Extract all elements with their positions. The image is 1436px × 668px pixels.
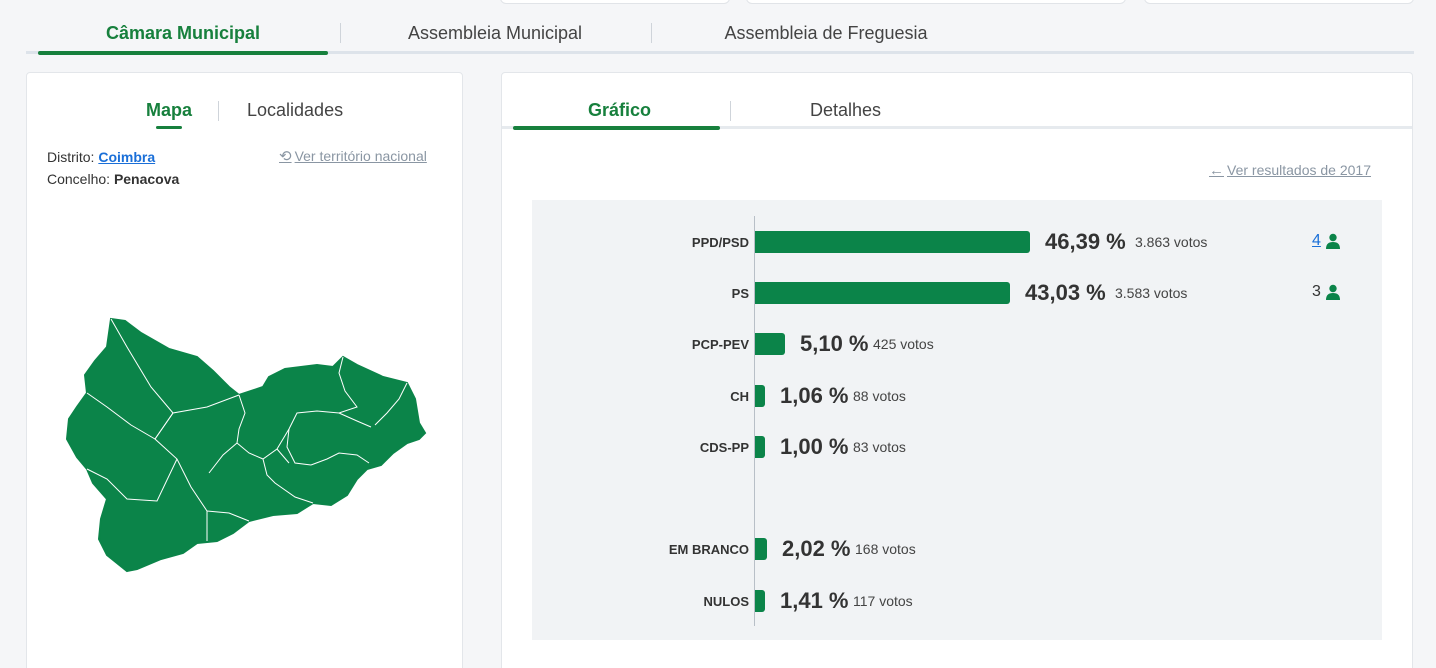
- tab-label: Gráfico: [588, 100, 652, 120]
- tab-label: Assembleia Municipal: [407, 22, 583, 43]
- mapa-underline: [156, 126, 182, 129]
- tab-label: Detalhes: [810, 100, 882, 120]
- tab-grafico[interactable]: Gráfico: [588, 100, 651, 121]
- tab-assembleia-freguesia[interactable]: Assembleia de Freguesia: [666, 14, 986, 52]
- tab-label: Assembleia de Freguesia: [724, 22, 928, 43]
- percent-label: 5,10 %: [800, 331, 869, 356]
- result-bar: [755, 385, 765, 407]
- concelho-label: Concelho:: [47, 171, 111, 187]
- undo-icon: ⟲: [279, 147, 292, 165]
- party-label: EM BRANCO: [668, 542, 749, 557]
- tab-label: Câmara Municipal: [105, 22, 261, 43]
- party-label: PS: [731, 286, 749, 301]
- party-label: NULOS: [703, 594, 750, 609]
- result-bar: [755, 282, 1010, 304]
- tab-divider: [218, 101, 219, 121]
- municipality-map[interactable]: [27, 303, 464, 603]
- chart-axis: [754, 216, 755, 626]
- tab-label: Mapa: [146, 100, 193, 120]
- result-bar: [755, 333, 785, 355]
- results-tabs-baseline: [502, 126, 1412, 129]
- national-link-label: Ver território nacional: [294, 148, 427, 164]
- tab-localidades[interactable]: Localidades: [247, 100, 343, 121]
- tab-camara-municipal[interactable]: Câmara Municipal: [38, 14, 328, 55]
- mandates-count[interactable]: 4: [1312, 232, 1341, 250]
- concelho-value: Penacova: [113, 171, 180, 187]
- previous-results-link[interactable]: ← Ver resultados de 2017: [1209, 162, 1371, 178]
- distrito-line: Distrito: Coimbra: [47, 149, 155, 165]
- mandates-count: 3: [1312, 283, 1341, 301]
- votes-label: 3.863 votos: [1135, 234, 1208, 250]
- party-label: CH: [730, 389, 749, 404]
- tab-detalhes[interactable]: Detalhes: [810, 100, 881, 121]
- map-region-shape: [65, 317, 427, 573]
- percent-label: 1,06 %: [780, 383, 849, 408]
- percent-label: 43,03 %: [1025, 280, 1106, 305]
- result-bar: [755, 538, 767, 560]
- top-dropdown-1[interactable]: [500, 0, 730, 4]
- distrito-link[interactable]: Coimbra: [98, 149, 156, 165]
- map-borders: [86, 318, 408, 541]
- previous-results-label: Ver resultados de 2017: [1227, 162, 1371, 178]
- person-icon: [1325, 284, 1340, 300]
- party-label: PCP-PEV: [691, 337, 749, 352]
- tab-label: Localidades: [247, 100, 344, 120]
- tab-divider: [730, 101, 731, 121]
- tab-divider: [340, 23, 341, 43]
- election-tabs: Câmara Municipal Assembleia Municipal As…: [26, 14, 1414, 55]
- top-dropdown-2[interactable]: [746, 0, 1126, 4]
- percent-label: 1,41 %: [780, 588, 849, 613]
- percent-label: 46,39 %: [1045, 229, 1126, 254]
- mandates-number[interactable]: 4: [1312, 232, 1321, 249]
- results-chart: [532, 200, 1382, 640]
- distrito-label: Distrito:: [47, 149, 95, 165]
- concelho-line: Concelho: Penacova: [47, 171, 179, 187]
- result-bar: [755, 590, 765, 612]
- map-card: Mapa Localidades Distrito: Coimbra Conce…: [26, 72, 463, 668]
- person-icon: [1325, 233, 1340, 249]
- votes-label: 83 votos: [853, 439, 906, 455]
- party-label: CDS-PP: [699, 440, 749, 455]
- result-bar: [755, 231, 1030, 253]
- result-bar: [755, 436, 765, 458]
- arrow-left-icon: ←: [1209, 161, 1224, 179]
- votes-label: 3.583 votos: [1115, 285, 1188, 301]
- tab-assembleia-municipal[interactable]: Assembleia Municipal: [356, 14, 634, 52]
- national-territory-link[interactable]: ⟲ Ver território nacional: [279, 148, 427, 164]
- votes-label: 88 votos: [853, 388, 906, 404]
- grafico-underline: [513, 126, 720, 130]
- tab-mapa[interactable]: Mapa: [146, 100, 192, 121]
- percent-label: 2,02 %: [782, 536, 851, 561]
- tab-divider: [651, 23, 652, 43]
- votes-label: 117 votos: [853, 593, 913, 609]
- party-label: PPD/PSD: [691, 235, 749, 250]
- top-dropdown-3[interactable]: [1144, 0, 1414, 4]
- mandates-number: 3: [1312, 283, 1321, 300]
- votes-label: 168 votos: [855, 541, 916, 557]
- votes-label: 425 votos: [873, 336, 934, 352]
- percent-label: 1,00 %: [780, 434, 849, 459]
